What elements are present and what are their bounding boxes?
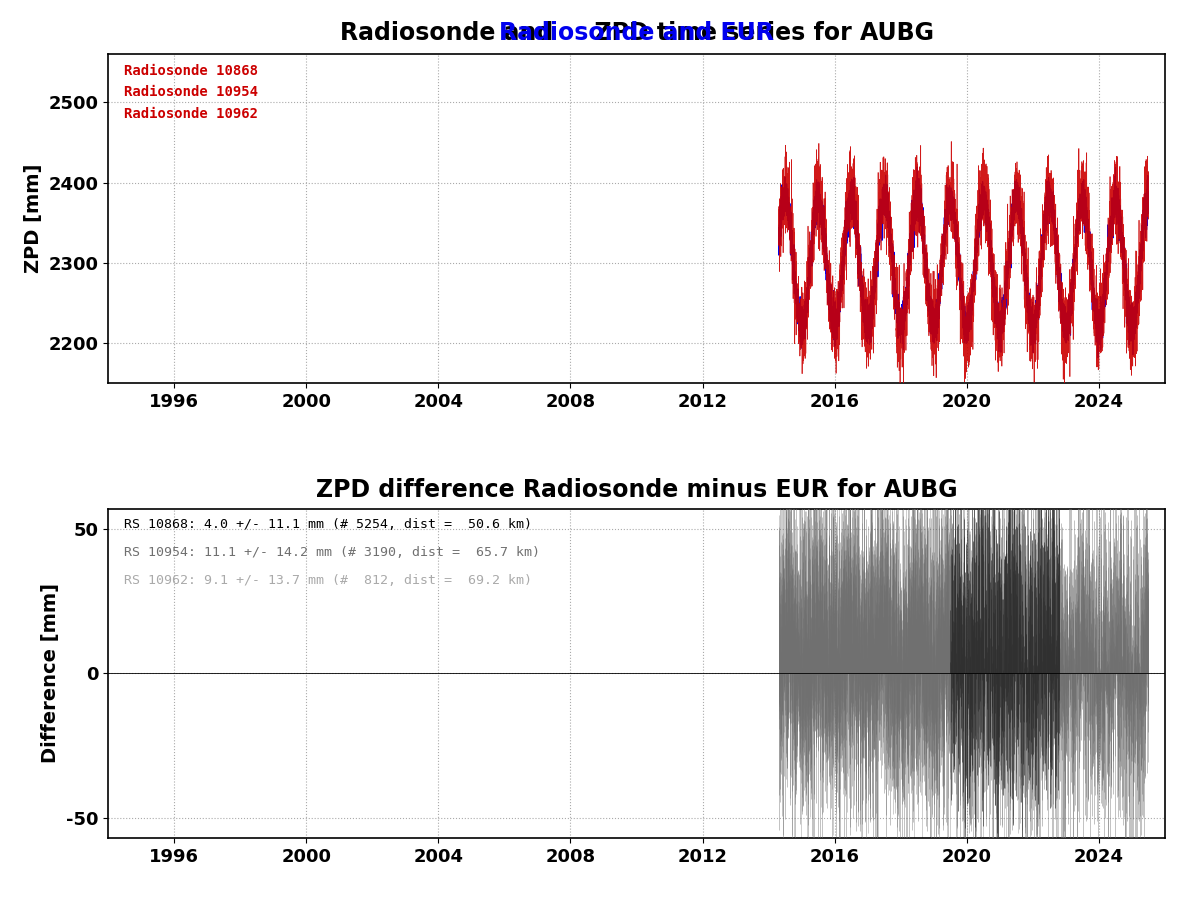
Text: Radiosonde and     ZPD time series for AUBG: Radiosonde and ZPD time series for AUBG [340, 21, 933, 45]
Text: Radiosonde and EUR: Radiosonde and EUR [500, 21, 773, 45]
Text: Radiosonde 10954: Radiosonde 10954 [124, 86, 258, 99]
Y-axis label: ZPD [mm]: ZPD [mm] [24, 164, 43, 273]
Title: ZPD difference Radiosonde minus EUR for AUBG: ZPD difference Radiosonde minus EUR for … [316, 478, 957, 503]
Text: Radiosonde 10962: Radiosonde 10962 [124, 106, 258, 121]
Y-axis label: Difference [mm]: Difference [mm] [41, 583, 60, 763]
Text: Radiosonde 10868: Radiosonde 10868 [124, 64, 258, 78]
Text: RS 10962: 9.1 +/- 13.7 mm (#  812, dist =  69.2 km): RS 10962: 9.1 +/- 13.7 mm (# 812, dist =… [124, 575, 532, 587]
Text: RS 10954: 11.1 +/- 14.2 mm (# 3190, dist =  65.7 km): RS 10954: 11.1 +/- 14.2 mm (# 3190, dist… [124, 546, 540, 560]
Text: RS 10868: 4.0 +/- 11.1 mm (# 5254, dist =  50.6 km): RS 10868: 4.0 +/- 11.1 mm (# 5254, dist … [124, 518, 532, 532]
